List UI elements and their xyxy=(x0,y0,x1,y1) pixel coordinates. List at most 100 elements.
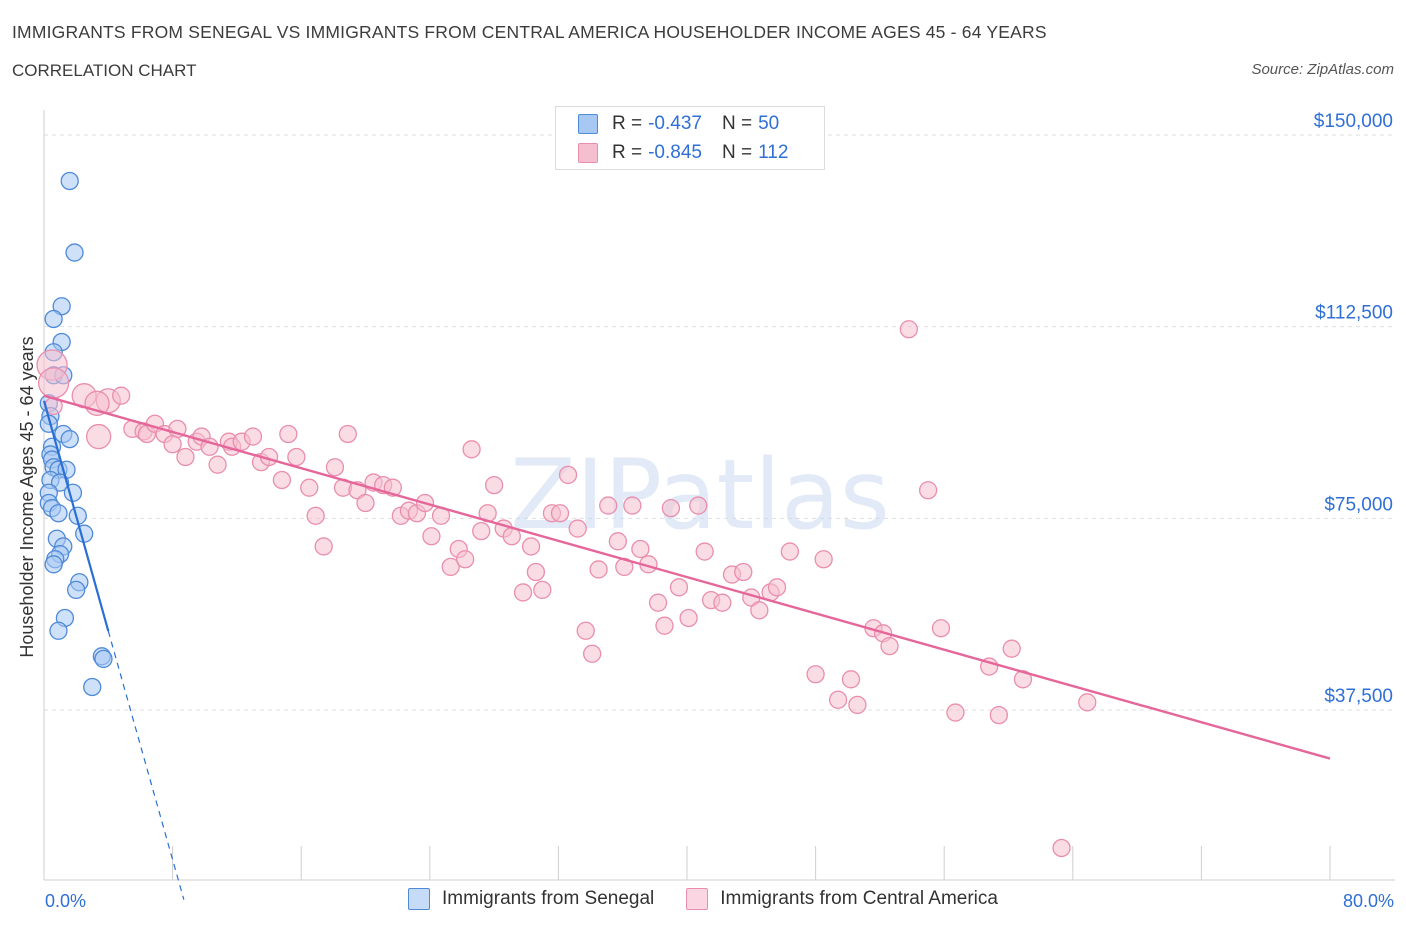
senegal-point xyxy=(44,309,63,329)
central-america-point xyxy=(279,424,298,444)
x-tick-label-max: 80.0% xyxy=(1342,891,1394,911)
senegal-point xyxy=(94,649,113,669)
central-america-point xyxy=(669,578,689,597)
central-america-point xyxy=(689,496,708,515)
central-america-point xyxy=(648,593,668,612)
central-america-point xyxy=(931,619,951,638)
senegal-point xyxy=(49,504,68,523)
central-america-point xyxy=(734,562,753,582)
stats-row-central: R = -0.845 N = 112 xyxy=(578,140,788,166)
legend-senegal-label: Immigrants from Senegal xyxy=(442,888,655,909)
y-tick-label: $37,500 xyxy=(1324,686,1393,707)
central-america-point xyxy=(456,550,475,569)
source-credit: Source: ZipAtlas.com xyxy=(1251,61,1394,78)
stats-central-r-value: -0.845 xyxy=(648,142,702,163)
senegal-trend-extension xyxy=(107,630,185,900)
central-america-point xyxy=(300,478,319,497)
stats-central-n-label: N = xyxy=(721,142,753,163)
central-america-point xyxy=(112,386,131,405)
central-america-point xyxy=(841,670,861,689)
central-america-point xyxy=(589,560,608,579)
senegal-point xyxy=(49,621,68,640)
central-america-point xyxy=(1078,693,1097,712)
central-america-point xyxy=(306,506,325,525)
central-america-point xyxy=(780,542,800,561)
y-axis-title: Householder Income Ages 45 - 64 years xyxy=(17,336,37,657)
central-america-point xyxy=(533,580,552,600)
senegal-point xyxy=(65,243,84,262)
central-america-point xyxy=(631,539,650,559)
central-america-point xyxy=(899,320,918,339)
senegal-point xyxy=(50,473,70,492)
central-america-point xyxy=(86,423,112,450)
central-swatch xyxy=(578,143,598,163)
senegal-swatch xyxy=(578,114,598,134)
trend-lines xyxy=(42,394,1331,900)
central-america-point xyxy=(163,435,182,454)
central-america-point xyxy=(679,608,698,628)
stats-central-n-value: 112 xyxy=(758,142,789,163)
central-america-point xyxy=(356,493,375,513)
stats-senegal-r-value: -0.437 xyxy=(648,113,702,134)
central-america-point xyxy=(422,527,441,546)
central-america-point xyxy=(989,705,1009,725)
central-america-point xyxy=(623,496,642,515)
central-america-point xyxy=(526,562,546,582)
legend-item-senegal[interactable]: Immigrants from Senegal xyxy=(408,888,654,910)
axis-labels: $37,500 $75,000 $112,500 $150,000 Householde… xyxy=(17,111,1393,707)
legend-central-swatch xyxy=(686,888,709,910)
central-america-point xyxy=(880,636,899,656)
legend-central-label: Immigrants from Central America xyxy=(720,888,998,909)
senegal-trend-line xyxy=(42,400,110,632)
central-america-point xyxy=(576,621,595,640)
central-america-point xyxy=(695,542,714,561)
legend: Immigrants from Senegal Immigrants from … xyxy=(0,888,1406,910)
axes xyxy=(43,110,1395,881)
grid xyxy=(44,134,1395,711)
central-america-point xyxy=(713,593,732,612)
central-america-point xyxy=(287,447,306,467)
central-america-point xyxy=(272,470,292,490)
central-america-point xyxy=(558,465,578,485)
central-america-point xyxy=(243,427,263,446)
central-america-point xyxy=(1052,838,1071,858)
senegal-point xyxy=(60,171,79,191)
legend-senegal-swatch xyxy=(408,888,431,910)
watermark: ZIPatlas xyxy=(510,439,890,551)
senegal-point xyxy=(83,677,102,697)
senegal-point xyxy=(67,580,86,600)
central-america-point xyxy=(583,644,602,663)
central-america-point xyxy=(1002,639,1021,658)
central-america-point xyxy=(806,665,825,684)
central-america-point xyxy=(472,521,491,541)
central-america-point xyxy=(37,367,70,399)
central-america-point xyxy=(655,616,674,635)
y-tick-label: $112,500 xyxy=(1315,303,1393,324)
chart-title: IMMIGRANTS FROM SENEGAL VS IMMIGRANTS FR… xyxy=(12,22,1047,42)
central-america-point xyxy=(661,498,681,518)
data-points xyxy=(36,171,1097,858)
legend-item-central[interactable]: Immigrants from Central America xyxy=(686,888,998,910)
central-america-point xyxy=(918,481,938,500)
central-america-point xyxy=(338,424,357,444)
central-america-point xyxy=(828,690,848,709)
central-america-point xyxy=(767,578,787,597)
central-america-point xyxy=(513,583,533,602)
central-america-trend-line xyxy=(43,394,1331,760)
senegal-point xyxy=(75,524,94,543)
central-america-point xyxy=(608,532,628,551)
central-america-point xyxy=(568,519,587,538)
central-america-point xyxy=(848,695,867,715)
senegal-point xyxy=(44,555,63,574)
y-tick-label: $150,000 xyxy=(1314,111,1393,132)
chart-subtitle: CORRELATION CHART xyxy=(12,61,197,80)
x-tick-label-min: 0.0% xyxy=(45,891,87,911)
central-america-point xyxy=(814,550,833,569)
central-america-point xyxy=(208,455,227,474)
central-america-point xyxy=(176,447,195,467)
central-america-point xyxy=(521,537,541,556)
central-america-point xyxy=(550,504,570,523)
central-america-point xyxy=(325,458,345,477)
central-america-point xyxy=(484,475,504,495)
